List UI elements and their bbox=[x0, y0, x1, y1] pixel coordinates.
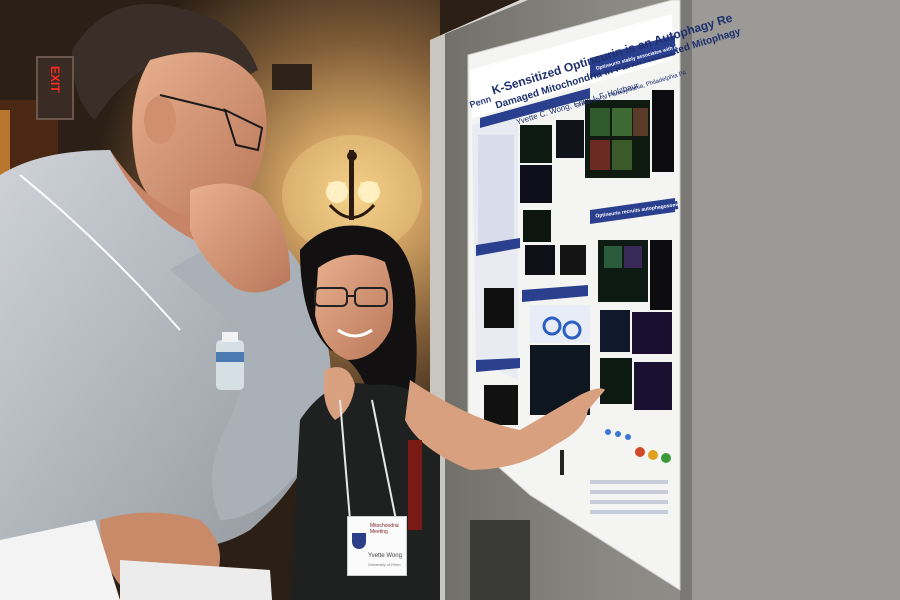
penn-crest-icon bbox=[352, 533, 366, 549]
wall-sconce bbox=[282, 135, 422, 255]
exit-sign-text: EXIT bbox=[48, 66, 62, 93]
badge-name: Yvette Wong bbox=[368, 553, 402, 559]
badge-header: Mitochondria Meeting bbox=[370, 523, 399, 535]
man-figure bbox=[0, 3, 331, 600]
name-badge: Mitochondria Meeting Yvette Wong Univers… bbox=[347, 516, 407, 576]
badge-org: University of Penn bbox=[368, 562, 401, 567]
water-bottle bbox=[216, 332, 244, 390]
exit-sign: EXIT bbox=[36, 56, 74, 120]
poster-figures bbox=[484, 90, 674, 514]
